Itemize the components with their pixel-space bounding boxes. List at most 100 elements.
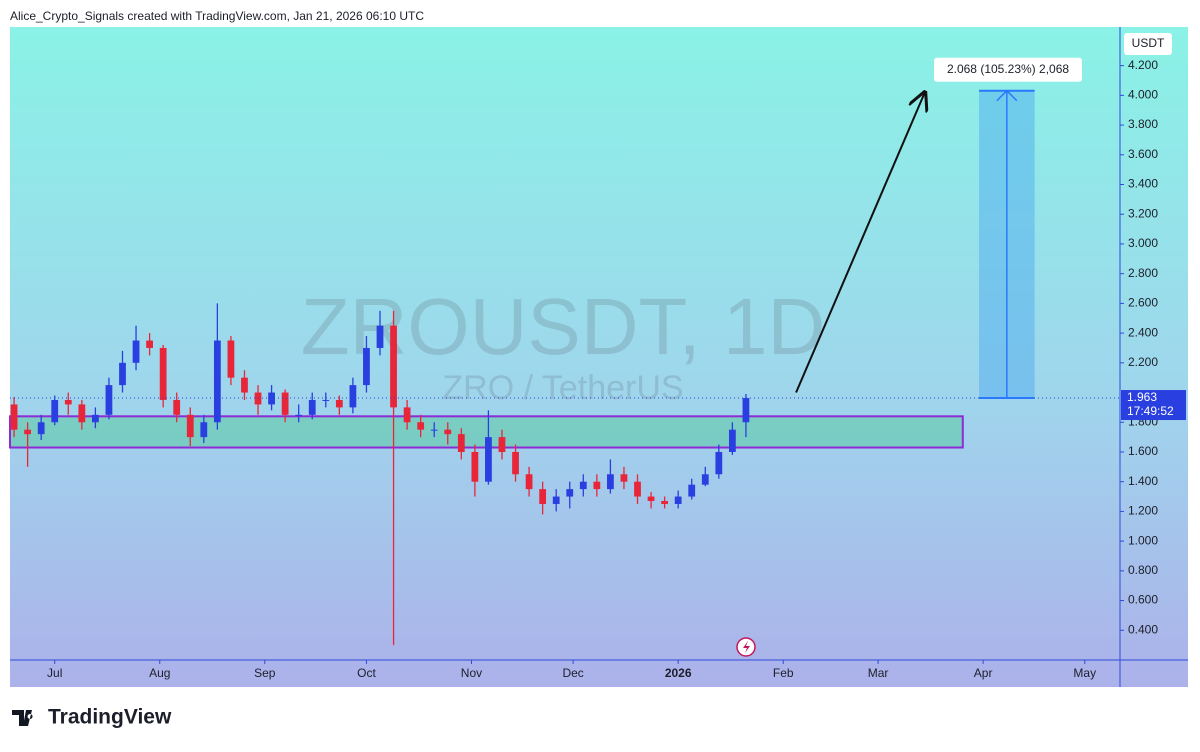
y-tick-label: 0.400 [1128, 622, 1158, 636]
x-tick-label: Mar [868, 666, 889, 680]
candle-body [701, 474, 709, 485]
candle-body [566, 489, 574, 497]
currency: USDT [1132, 36, 1165, 50]
candle-body [593, 481, 601, 490]
y-tick-label: 3.000 [1128, 236, 1158, 250]
candle-body [390, 325, 397, 408]
x-tick-label: Apr [974, 666, 993, 680]
candle-body [647, 496, 655, 502]
y-tick-label: 0.800 [1128, 563, 1158, 577]
candle-body [78, 404, 86, 423]
candle-body [119, 362, 126, 386]
candle-body [430, 429, 438, 431]
x-tick-label: Oct [357, 666, 376, 680]
candle-body [335, 399, 343, 408]
header: Alice_Crypto_Signals created with Tradin… [10, 9, 424, 23]
candle-body [146, 340, 153, 348]
candle-body [403, 407, 411, 423]
candle-body [579, 481, 587, 490]
x-tick-label: May [1073, 666, 1096, 680]
candle-body [349, 385, 357, 408]
candle-body [105, 385, 113, 415]
y-tick-label: 0.600 [1128, 593, 1158, 607]
candle-body [322, 399, 330, 401]
candle-body [363, 347, 370, 386]
x-tick-label: Nov [461, 666, 482, 680]
candle-body [512, 451, 519, 475]
candle-body [688, 484, 696, 497]
candle-body [186, 414, 194, 438]
y-tick-label: 2.400 [1128, 325, 1158, 339]
y-tick-label: 4.200 [1128, 58, 1158, 72]
chart-bg [10, 27, 1188, 687]
y-tick-label: 2.200 [1128, 355, 1158, 369]
y-tick-label: 2.600 [1128, 296, 1158, 310]
countdown: 17:49:52 [1127, 404, 1174, 418]
last-price-label: 1.963 [1127, 390, 1157, 404]
candle-body [173, 399, 181, 415]
candle-body [674, 496, 682, 504]
candle-body [634, 481, 641, 497]
measure-arrowhead [996, 89, 1018, 102]
y-tick-label: 3.600 [1128, 147, 1158, 161]
last-price-box [1121, 390, 1186, 421]
candle-body [295, 414, 303, 416]
y-tick-label: 4.000 [1128, 88, 1158, 102]
x-tick-label: 2026 [665, 666, 692, 680]
candle-body [213, 340, 221, 423]
x-tick-label: Dec [562, 666, 583, 680]
candle-body [241, 377, 248, 393]
candle-body [51, 399, 59, 423]
candle-body [91, 414, 99, 423]
candle-body [661, 501, 669, 504]
projection-arrow [795, 92, 925, 393]
candle-body [227, 340, 235, 378]
candle-body [10, 404, 18, 430]
candle-body [620, 474, 628, 482]
candle-body [24, 429, 32, 435]
candle-body [132, 340, 140, 363]
candle-body [376, 325, 384, 348]
y-tick-label: 3.400 [1128, 177, 1158, 191]
candle-body [742, 398, 750, 423]
candle-body [498, 437, 506, 452]
x-tick-label: Jul [47, 666, 62, 680]
x-tick-label: Feb [773, 666, 794, 680]
candle-body [417, 422, 425, 430]
candle-body [159, 347, 167, 400]
brand: TradingView [48, 706, 172, 729]
currency-box [1124, 33, 1172, 55]
x-tick-label: Aug [149, 666, 170, 680]
candle-body [281, 392, 289, 415]
candle-body [728, 429, 736, 452]
candle-body [471, 451, 479, 482]
candle-body [200, 422, 208, 438]
y-tick-label: 1.200 [1128, 504, 1158, 518]
candle-body [268, 392, 275, 405]
candle-body [715, 451, 723, 475]
candle-body [607, 474, 614, 490]
candle-body [37, 422, 45, 435]
candle-body [552, 496, 560, 504]
candle-body [444, 429, 452, 435]
candle-body [457, 434, 465, 452]
candle-body [525, 474, 533, 490]
candle-body [485, 437, 492, 482]
y-tick-label: 1.400 [1128, 474, 1158, 488]
candle-body [308, 399, 316, 415]
y-tick-label: 1.600 [1128, 444, 1158, 458]
y-tick-label: 1.000 [1128, 533, 1158, 547]
candle-body [539, 489, 547, 504]
y-tick-label: 3.200 [1128, 206, 1158, 220]
event-bolt [743, 641, 750, 653]
x-tick-label: Sep [254, 666, 276, 680]
measure-label-box [934, 57, 1082, 82]
brand-logo [12, 710, 33, 726]
watermark-title: ZROUSDT, 1D [301, 282, 826, 371]
y-tick-label: 3.800 [1128, 117, 1158, 131]
candle-body [64, 399, 72, 405]
y-tick-label: 2.800 [1128, 266, 1158, 280]
watermark-subtitle: ZRO / TetherUS [442, 369, 683, 407]
measure-label: 2.068 (105.23%) 2,068 [947, 62, 1069, 76]
